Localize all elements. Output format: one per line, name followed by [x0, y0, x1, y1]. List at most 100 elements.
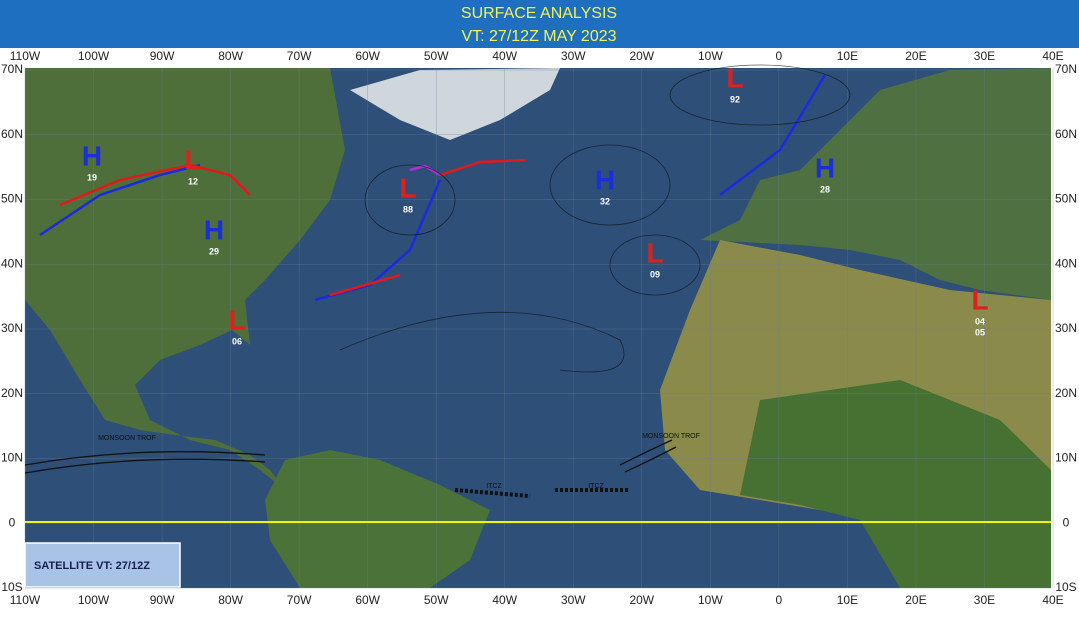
longitude-label: 40W	[492, 593, 517, 607]
longitude-label: 0	[776, 49, 783, 63]
latitude-label: 60N	[1, 127, 23, 141]
longitude-label: 10E	[837, 593, 858, 607]
pressure-value: 19	[87, 172, 97, 182]
title: SURFACE ANALYSIS	[461, 5, 617, 22]
pressure-value: 28	[820, 184, 830, 194]
longitude-label: 60W	[355, 593, 380, 607]
latitude-label: 40N	[1055, 256, 1077, 270]
south-america	[265, 450, 490, 588]
monsoon-trough	[619, 439, 677, 473]
longitude-label: 100W	[78, 593, 110, 607]
latitude-label: 0	[9, 515, 16, 529]
longitude-label: 0	[776, 593, 783, 607]
longitude-label: 110W	[10, 593, 41, 607]
longitude-label: 10W	[698, 49, 723, 63]
pressure-center: H	[82, 140, 102, 171]
longitude-label: 30E	[974, 593, 995, 607]
pressure-value: 92	[730, 94, 740, 104]
pressure-center: L	[228, 304, 245, 335]
cold-front	[39, 163, 201, 237]
title-bar	[0, 0, 1079, 48]
pressure-value: 09	[650, 269, 660, 279]
longitude-label: 80W	[218, 593, 243, 607]
latitude-label: 20N	[1055, 386, 1077, 400]
longitude-label: 90W	[150, 49, 175, 63]
latitude-label: 10N	[1, 451, 23, 465]
longitude-label: 40E	[1042, 49, 1063, 63]
latitude-label: 60N	[1055, 127, 1077, 141]
satellite-label: SATELLITE VT: 27/12Z	[34, 560, 150, 572]
longitude-label: 20E	[905, 593, 926, 607]
latitude-label: 50N	[1055, 192, 1077, 206]
longitude-label: 50W	[424, 593, 449, 607]
pressure-value: 06	[232, 336, 242, 346]
longitude-label: 30W	[561, 593, 586, 607]
pressure-center: L	[184, 144, 201, 175]
pressure-value: 12	[188, 176, 198, 186]
pressure-center: H	[204, 214, 224, 245]
latitude-label: 70N	[1, 62, 23, 76]
latitude-label: 0	[1063, 515, 1070, 529]
longitude-label: 10E	[837, 49, 858, 63]
longitude-label: 40E	[1042, 593, 1063, 607]
greenland	[350, 68, 560, 140]
latitude-label: 30N	[1055, 321, 1077, 335]
longitude-label: 40W	[492, 49, 517, 63]
latitude-label: 20N	[1, 386, 23, 400]
pressure-value: 04	[975, 316, 985, 326]
pressure-value: 88	[403, 204, 413, 214]
north-america	[25, 68, 345, 490]
map	[24, 64, 1054, 589]
longitude-label: 90W	[150, 593, 175, 607]
longitude-label: 30E	[974, 49, 995, 63]
latitude-label: 70N	[1055, 62, 1077, 76]
front-label: ITCZ	[588, 483, 604, 490]
longitude-label: 10W	[698, 593, 723, 607]
pressure-center: L	[726, 62, 743, 93]
longitude-label: 80W	[218, 49, 243, 63]
front-label: MONSOON TROF	[98, 435, 156, 442]
itcz	[454, 488, 630, 498]
pressure-value: 05	[975, 327, 985, 337]
fronts	[24, 74, 827, 498]
front-label: MONSOON TROF	[642, 433, 700, 440]
occluded-front	[409, 164, 441, 177]
latitude-label: 10S	[1, 580, 22, 594]
warm-front	[59, 163, 251, 207]
graticule	[24, 68, 1054, 589]
latitude-label: 30N	[1, 321, 23, 335]
longitude-label: 50W	[424, 49, 449, 63]
cold-front	[719, 74, 827, 196]
longitude-label: 110W	[10, 49, 41, 63]
latitude-label: 10S	[1055, 580, 1076, 594]
longitude-label: 20W	[629, 593, 654, 607]
longitude-label: 20W	[629, 49, 654, 63]
longitude-label: 20E	[905, 49, 926, 63]
monsoon-trough	[24, 451, 266, 474]
warm-front	[439, 158, 526, 177]
europe	[700, 68, 1051, 300]
longitude-label: 60W	[355, 49, 380, 63]
pressure-center: L	[971, 284, 988, 315]
latitude-label: 50N	[1, 192, 23, 206]
pressure-center: L	[646, 237, 663, 268]
longitude-label: 70W	[287, 49, 312, 63]
pressure-center: L	[399, 172, 416, 203]
warm-front	[329, 273, 401, 297]
africa-south	[740, 380, 1051, 588]
satellite-box	[24, 542, 181, 588]
front-label: ITCZ	[486, 483, 502, 490]
longitude-label: 100W	[78, 49, 110, 63]
pressure-center: H	[815, 152, 835, 183]
pressure-value: 29	[209, 246, 219, 256]
pressure-value: 32	[600, 196, 610, 206]
labels: 110W 110W 100W 100W 90W 90W 80W 80W 70W 70W 60W 60W…	[1, 49, 1077, 607]
latitude-label: 40N	[1, 256, 23, 270]
latitude-label: 10N	[1055, 451, 1077, 465]
pressure-center: H	[595, 164, 615, 195]
longitude-label: 30W	[561, 49, 586, 63]
longitude-label: 70W	[287, 593, 312, 607]
valid-time: VT: 27/12Z MAY 2023	[461, 28, 616, 45]
isobars	[339, 64, 851, 373]
